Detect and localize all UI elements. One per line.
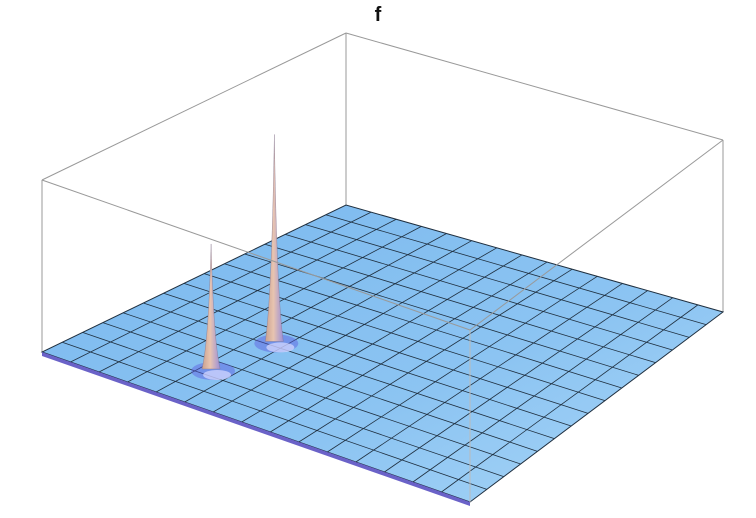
mesh-line-u (384, 290, 648, 473)
mesh-line-u (441, 304, 699, 493)
mesh-line-v (325, 214, 707, 326)
bounding-box-front (41, 139, 724, 502)
mesh-line-u (184, 240, 472, 403)
mesh-line-u (270, 261, 548, 433)
mesh-line-u (70, 211, 372, 363)
mesh-line-u (298, 268, 573, 443)
mesh-line-u (212, 247, 498, 413)
mesh-line-v (224, 263, 622, 389)
box-edge-top-front-right (469, 139, 724, 331)
surface-rim-front (42, 352, 470, 506)
mesh-line-u (412, 297, 673, 483)
mesh-line-v (305, 224, 690, 338)
peaks-group (191, 134, 299, 380)
mesh-line-v (264, 243, 656, 364)
peak-1 (254, 134, 299, 353)
mesh-line-v (102, 322, 521, 465)
box-edge-top-back-right (345, 32, 724, 141)
peak-spike (265, 134, 284, 342)
peak-base-highlight (203, 369, 232, 380)
mesh-line-u (98, 218, 397, 373)
bounding-box-back (41, 32, 724, 352)
box-edge-top-front-left (41, 179, 471, 331)
mesh-line-v (122, 312, 538, 452)
box-edge-top-back-left (41, 32, 347, 181)
surface-mesh (40, 204, 725, 506)
peak-base-highlight (266, 342, 295, 353)
mesh-line-v (285, 234, 673, 351)
mesh-line-v (183, 283, 589, 414)
peak-2 (191, 243, 236, 380)
mesh-line-v (82, 332, 504, 478)
peak-spike (201, 243, 221, 370)
chart-title: f (374, 4, 382, 26)
mesh-line-v (62, 341, 487, 490)
mesh-line-v (163, 292, 572, 427)
mesh-line-u (241, 254, 523, 423)
mesh-line-u (327, 275, 598, 453)
mesh-line-u (355, 283, 623, 463)
